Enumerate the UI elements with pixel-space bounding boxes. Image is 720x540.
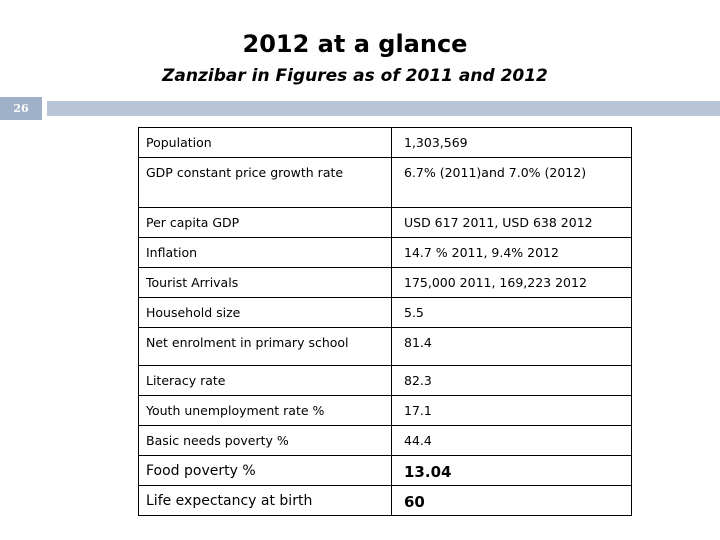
row-value: 44.4 — [404, 433, 432, 448]
row-value: 1,303,569 — [404, 135, 468, 150]
slide-subtitle: Zanzibar in Figures as of 2011 and 2012 — [162, 66, 548, 86]
figures-table: Population 1,303,569 GDP constant price gr… — [138, 127, 632, 516]
row-value-cell: 1,303,569 — [391, 127, 632, 158]
row-value-cell: 6.7% (2011)and 7.0% (2012) — [391, 157, 632, 208]
table-row: Population 1,303,569 — [138, 127, 632, 158]
slide-title: 2012 at a glance — [242, 30, 468, 58]
row-label-cell: Net enrolment in primary school — [138, 327, 392, 366]
row-value: 6.7% (2011)and 7.0% (2012) — [404, 165, 587, 180]
row-value: 17.1 — [404, 403, 432, 418]
row-label: GDP constant price growth rate — [146, 165, 344, 180]
row-label-cell: Literacy rate — [138, 365, 392, 396]
row-value: 81.4 — [404, 335, 432, 350]
row-label-cell: Household size — [138, 297, 392, 328]
table-row: Literacy rate 82.3 — [138, 365, 632, 396]
row-value-cell: 5.5 — [391, 297, 632, 328]
row-value: 60 — [404, 493, 425, 511]
row-value-cell: 44.4 — [391, 425, 632, 456]
row-label: Net enrolment in primary school — [146, 335, 349, 350]
table-row: Net enrolment in primary school 81.4 — [138, 327, 632, 366]
row-label-cell: Basic needs poverty % — [138, 425, 392, 456]
row-value-cell: 82.3 — [391, 365, 632, 396]
table-row: Tourist Arrivals 175,000 2011, 169,223 20… — [138, 267, 632, 298]
row-value-cell: USD 617 2011, USD 638 2012 — [391, 207, 632, 238]
row-value: 14.7 % 2011, 9.4% 2012 — [404, 245, 559, 260]
accent-strip — [47, 101, 720, 116]
row-label: Inflation — [146, 245, 198, 260]
row-label: Food poverty % — [146, 463, 256, 479]
row-value-cell: 175,000 2011, 169,223 2012 — [391, 267, 632, 298]
row-value-cell: 60 — [391, 485, 632, 516]
row-value: 175,000 2011, 169,223 2012 — [404, 275, 587, 290]
row-value: USD 617 2011, USD 638 2012 — [404, 215, 593, 230]
row-label: Youth unemployment rate % — [146, 403, 325, 418]
row-label: Household size — [146, 305, 241, 320]
row-label-cell: Population — [138, 127, 392, 158]
row-label: Life expectancy at birth — [146, 493, 313, 509]
row-value: 5.5 — [404, 305, 424, 320]
row-value-cell: 14.7 % 2011, 9.4% 2012 — [391, 237, 632, 268]
row-label: Basic needs poverty % — [146, 433, 289, 448]
row-label-cell: Youth unemployment rate % — [138, 395, 392, 426]
table-row: Inflation 14.7 % 2011, 9.4% 2012 — [138, 237, 632, 268]
row-label-cell: Per capita GDP — [138, 207, 392, 238]
row-label: Population — [146, 135, 212, 150]
row-label: Literacy rate — [146, 373, 226, 388]
row-value-cell: 81.4 — [391, 327, 632, 366]
slide-number: 26 — [0, 97, 42, 120]
row-label-cell: Food poverty % — [138, 455, 392, 486]
row-label-cell: GDP constant price growth rate — [138, 157, 392, 208]
table-row: Household size 5.5 — [138, 297, 632, 328]
table-row: GDP constant price growth rate 6.7% (2011… — [138, 157, 632, 208]
table-row: Per capita GDP USD 617 2011, USD 638 2012 — [138, 207, 632, 238]
table-row: Basic needs poverty % 44.4 — [138, 425, 632, 456]
table-row: Youth unemployment rate % 17.1 — [138, 395, 632, 426]
row-value: 82.3 — [404, 373, 432, 388]
row-label: Tourist Arrivals — [146, 275, 239, 290]
row-value-cell: 17.1 — [391, 395, 632, 426]
row-label-cell: Inflation — [138, 237, 392, 268]
row-label-cell: Tourist Arrivals — [138, 267, 392, 298]
row-label: Per capita GDP — [146, 215, 240, 230]
table-row: Food poverty % 13.04 — [138, 455, 632, 486]
header-bar: 26 — [0, 97, 720, 120]
row-value: 13.04 — [404, 463, 452, 481]
row-label-cell: Life expectancy at birth — [138, 485, 392, 516]
row-value-cell: 13.04 — [391, 455, 632, 486]
table-row: Life expectancy at birth 60 — [138, 485, 632, 516]
